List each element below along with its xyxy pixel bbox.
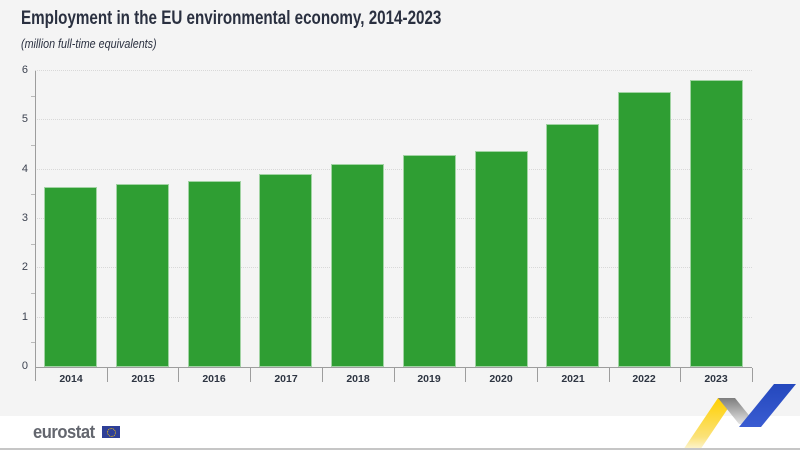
eurostat-logo: eurostat <box>33 421 121 443</box>
y-axis-tick-label: 4 <box>21 162 28 175</box>
y-axis-tick-label: 6 <box>21 64 28 76</box>
footer-bar: eurostat <box>0 416 800 448</box>
bar-2021 <box>546 124 599 367</box>
y-axis-tick-label: 3 <box>21 212 28 224</box>
x-axis-tick <box>178 368 179 382</box>
y-axis-minor-tick <box>31 194 35 196</box>
bar-2019 <box>403 155 456 367</box>
y-axis-tick-label: 5 <box>21 113 28 126</box>
eu-flag-icon <box>102 426 121 438</box>
bar-2018 <box>331 164 384 367</box>
y-axis-tick-label: 1 <box>21 310 28 323</box>
x-axis-tick <box>465 368 466 382</box>
eu-stars-circle-icon <box>106 427 116 437</box>
bottom-border <box>0 448 800 450</box>
gridline <box>35 70 752 71</box>
x-axis-label-2015: 2015 <box>131 373 155 385</box>
bar-2017 <box>259 174 312 367</box>
bar-2016 <box>188 181 241 367</box>
x-axis-tick <box>609 368 610 382</box>
x-axis-label-2016: 2016 <box>202 373 226 385</box>
y-axis-tick-label: 0 <box>21 360 28 372</box>
x-axis-tick <box>680 368 681 382</box>
bar-2015 <box>116 184 169 367</box>
y-axis-minor-tick <box>31 95 35 97</box>
gridline <box>35 316 752 318</box>
y-axis-minor-tick <box>31 145 35 146</box>
x-axis-tick <box>250 368 251 382</box>
gridline <box>35 168 752 170</box>
chart-subtitle: (million full-time equivalents) <box>21 37 157 51</box>
x-axis-tick <box>394 368 395 382</box>
x-axis-label-2021: 2021 <box>561 373 585 385</box>
x-axis-label-2014: 2014 <box>59 373 83 385</box>
eurostat-wordmark: eurostat <box>33 421 95 442</box>
y-axis-tick-label: 2 <box>21 261 28 274</box>
y-axis-minor-tick <box>31 342 35 344</box>
y-axis-minor-tick <box>31 293 35 294</box>
x-axis-tick <box>107 368 108 382</box>
x-axis-label-2020: 2020 <box>489 373 513 385</box>
bar-2023 <box>690 80 743 367</box>
bar-2014 <box>44 187 97 367</box>
x-axis-label-2019: 2019 <box>417 373 441 385</box>
x-axis-label-2022: 2022 <box>632 373 656 385</box>
bar-2022 <box>618 92 671 367</box>
x-axis-tick <box>322 368 323 382</box>
bar-2020 <box>475 151 528 367</box>
x-axis-tick <box>752 368 753 382</box>
x-axis-label-2017: 2017 <box>274 373 298 385</box>
x-axis-tick <box>537 368 538 382</box>
x-axis-label-2023: 2023 <box>704 373 728 385</box>
gridline <box>35 267 752 269</box>
y-axis-line <box>35 71 36 381</box>
chart-title: Employment in the EU environmental econo… <box>21 8 442 29</box>
y-axis-minor-tick <box>31 243 35 245</box>
trend-ribbon-icon <box>683 384 796 450</box>
gridline <box>35 119 752 121</box>
x-axis-label-2018: 2018 <box>346 373 370 385</box>
gridline <box>35 218 752 219</box>
x-axis-line <box>35 367 752 368</box>
